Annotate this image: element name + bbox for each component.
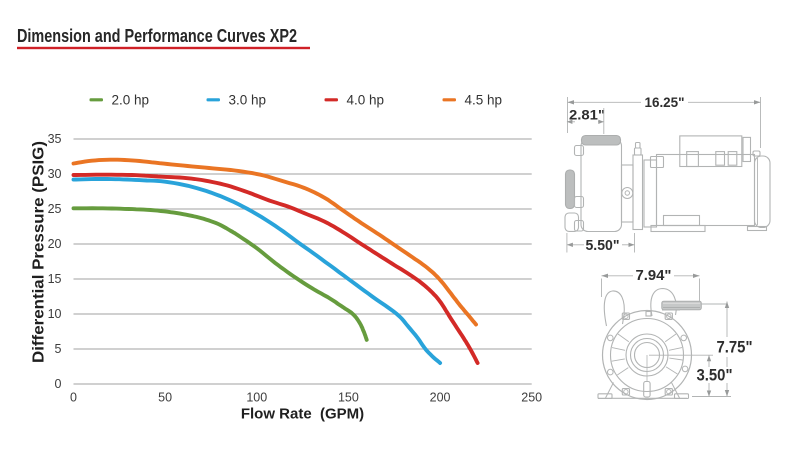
svg-text:200: 200 bbox=[430, 391, 451, 405]
svg-text:25: 25 bbox=[48, 202, 62, 216]
svg-text:2.81": 2.81" bbox=[569, 107, 605, 123]
svg-text:20: 20 bbox=[48, 237, 62, 251]
svg-text:Differential Pressure (PSIG): Differential Pressure (PSIG) bbox=[31, 141, 48, 363]
svg-text:30: 30 bbox=[48, 167, 62, 181]
svg-text:150: 150 bbox=[338, 391, 359, 405]
svg-text:100: 100 bbox=[246, 391, 267, 405]
svg-text:250: 250 bbox=[521, 391, 542, 405]
svg-text:2.0 hp: 2.0 hp bbox=[112, 93, 150, 108]
svg-text:Flow Rate (GPM): Flow Rate (GPM) bbox=[241, 406, 364, 423]
svg-text:3.0 hp: 3.0 hp bbox=[229, 93, 267, 108]
svg-text:0: 0 bbox=[70, 391, 77, 405]
svg-text:0: 0 bbox=[55, 377, 62, 391]
svg-text:4.0 hp: 4.0 hp bbox=[347, 93, 385, 108]
svg-text:10: 10 bbox=[48, 307, 62, 321]
svg-text:15: 15 bbox=[48, 272, 62, 286]
svg-text:35: 35 bbox=[48, 132, 62, 146]
svg-text:3.50": 3.50" bbox=[697, 367, 733, 385]
svg-text:50: 50 bbox=[158, 391, 172, 405]
svg-text:16.25": 16.25" bbox=[645, 94, 685, 110]
svg-text:7.94": 7.94" bbox=[636, 268, 672, 284]
svg-text:5: 5 bbox=[55, 342, 62, 356]
svg-text:4.5 hp: 4.5 hp bbox=[465, 93, 503, 108]
svg-text:Dimension and Performance Curv: Dimension and Performance Curves XP2 bbox=[17, 26, 297, 46]
svg-text:5.50": 5.50" bbox=[586, 238, 620, 254]
svg-text:7.75": 7.75" bbox=[717, 339, 753, 357]
